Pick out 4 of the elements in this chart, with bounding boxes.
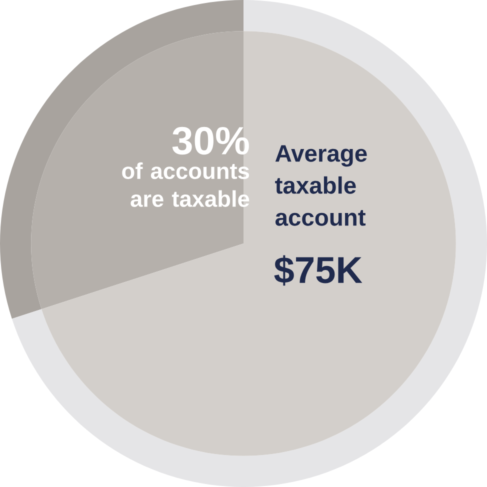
- text: $75K: [274, 255, 362, 286]
- text: Average taxable account: [275, 145, 367, 226]
- text: 30%: [172, 126, 249, 155]
- slice-label: of accounts are taxable: [122, 162, 250, 207]
